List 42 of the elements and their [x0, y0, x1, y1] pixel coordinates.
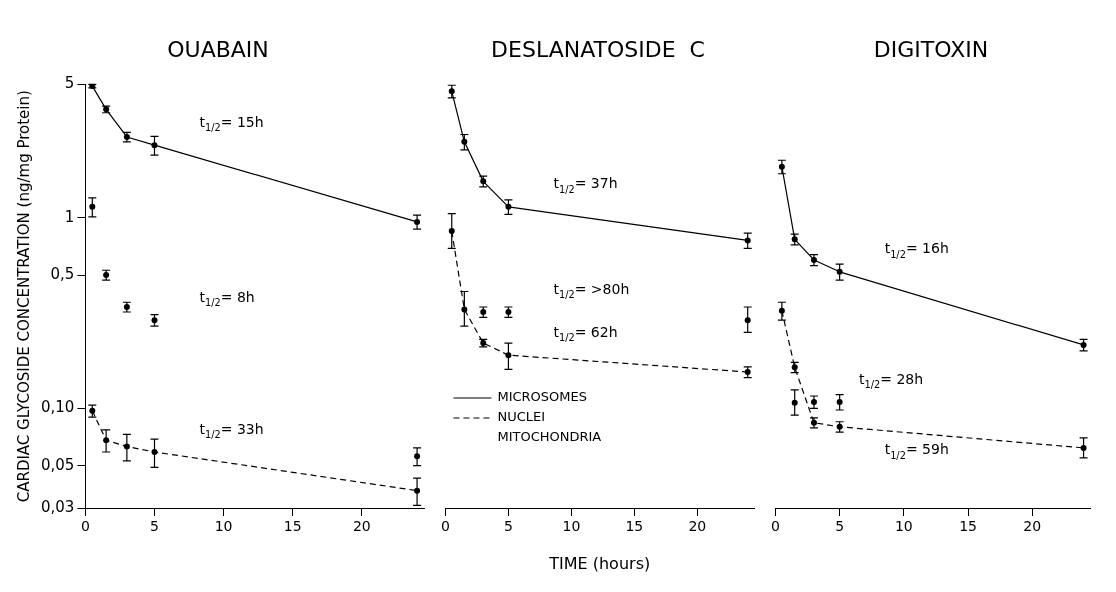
x-tick-label: 15: [283, 518, 302, 535]
point: [414, 218, 421, 225]
x-tick-label: 15: [959, 518, 977, 535]
y-tick-label: 0,03: [40, 497, 75, 516]
x-tick-label: 15: [625, 518, 644, 535]
chart-title: DESLANATOSIDE C: [491, 36, 705, 62]
point: [448, 228, 455, 235]
x-tick-label: 20: [352, 518, 371, 535]
y-tick-label: 0,10: [40, 398, 75, 417]
x-tick-label: 10: [894, 518, 913, 535]
point: [151, 142, 158, 149]
x-tick-label: 0: [770, 518, 780, 535]
x-tick-label: 5: [503, 518, 513, 535]
x-tick-label: 5: [150, 518, 159, 535]
legend-label: NUCLEI MITOCHONDRIA: [497, 409, 602, 445]
point: [505, 352, 512, 359]
x-tick-label: 5: [835, 518, 845, 535]
x-tick-label: 0: [440, 518, 450, 535]
y-tick-label: 1: [64, 207, 75, 226]
y-tick-label: 0,5: [50, 264, 75, 283]
x-tick-label: 10: [562, 518, 581, 535]
x-tick-label: 20: [688, 518, 707, 535]
point: [414, 487, 421, 494]
point: [791, 399, 798, 406]
legend-label: MICROSOMES: [497, 389, 588, 405]
x-tick-label: 10: [214, 518, 233, 535]
point: [151, 449, 158, 455]
y-tick-label: 5: [64, 74, 75, 93]
y-axis-title: CARDIAC GLYCOSIDE CONCENTRATION (ng/mg Protein): [14, 90, 33, 503]
point: [744, 237, 751, 244]
chart-title: OUABAIN: [167, 36, 269, 62]
chart-title: DIGITOXIN: [873, 36, 989, 62]
point: [505, 203, 512, 210]
point: [103, 437, 110, 444]
x-axis-title: TIME (hours): [548, 553, 651, 573]
point: [123, 443, 130, 450]
point: [461, 306, 468, 313]
point: [461, 138, 468, 145]
x-tick-label: 0: [80, 518, 90, 535]
x-tick-label: 20: [1023, 518, 1042, 535]
y-tick-label: 0,05: [40, 455, 75, 474]
point: [836, 398, 843, 405]
